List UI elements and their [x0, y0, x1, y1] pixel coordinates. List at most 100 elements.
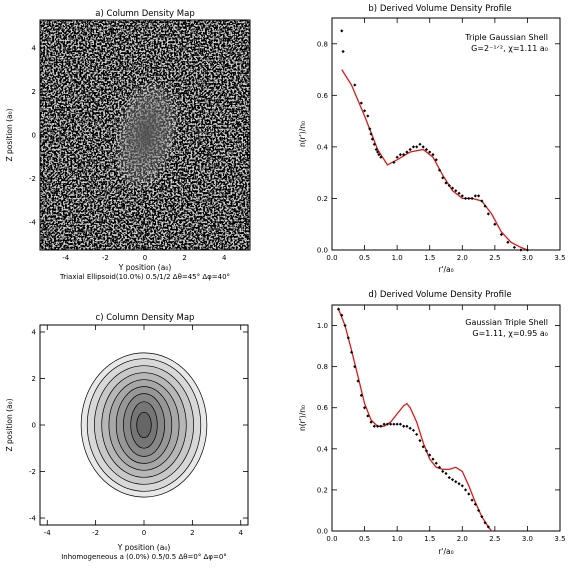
panel-b-data-point-23 — [421, 145, 425, 149]
panel-d-data-point-0 — [336, 307, 341, 311]
panel-b-data-point-40 — [476, 194, 481, 198]
panel-a-xtick-label-4: 4 — [222, 254, 227, 262]
panel-b-data-point-6 — [368, 127, 372, 131]
panel-a-ytick-label-1: -2 — [29, 175, 36, 183]
panel-b-annotation-model: Triple Gaussian Shell — [464, 33, 548, 42]
panel-b-data-point-8 — [370, 137, 374, 141]
panel-a-xtick-label-3: 2 — [182, 254, 186, 262]
panel-a-title: a) Column Density Map — [95, 9, 194, 19]
panel-d-xtick-label-3: 1.5 — [424, 535, 435, 543]
panel-b-data-point-13 — [379, 155, 383, 159]
panel-c-xtick-label-1: -2 — [92, 529, 99, 537]
panel-d-data-point-18 — [395, 422, 399, 426]
panel-b-ytick-label-0: 0.0 — [317, 247, 328, 255]
panel-d-data-point-26 — [421, 445, 425, 449]
panel-b-data-point-49 — [525, 248, 530, 252]
panel-d-data-point-21 — [405, 424, 409, 428]
panel-d-data-point-13 — [379, 424, 383, 428]
panel-c-xtick-label-3: 2 — [190, 529, 194, 537]
panel-b-xtick-label-1: 0.5 — [359, 254, 370, 262]
panel-b-data-point-42 — [483, 204, 487, 208]
panel-d-ytick-label-1: 0.2 — [317, 486, 328, 494]
panel-b-xlabel: r'/a₀ — [438, 265, 453, 274]
panel-b-data-point-36 — [463, 196, 468, 201]
panel-a-axis-ticks: -4 -2 0 2 4 -4 -2 0 2 4 — [29, 20, 250, 262]
panel-b-data-point-46 — [506, 240, 510, 244]
panel-d-title: d) Derived Volume Density Profile — [368, 290, 511, 300]
panel-a-xlabel: Y position (a₀) — [118, 263, 172, 272]
panel-d-data — [336, 307, 493, 532]
panel-b-xtick-label-5: 2.5 — [489, 254, 500, 262]
panel-b-data-point-24 — [424, 147, 429, 152]
panel-d-data-point-17 — [392, 422, 396, 426]
panel-d-data-point-38 — [460, 484, 464, 488]
panel-b-frame — [331, 17, 561, 251]
panel-a-density-core — [112, 77, 180, 193]
panel-b-data-point-5 — [366, 114, 370, 118]
panel-d-data-point-3 — [346, 336, 350, 340]
panel-b-ylabel: n(r')/n₀ — [298, 121, 307, 147]
panel-c-caption: Inhomogeneous a (0.0%) 0.5/0.5 Δθ=0° Δφ=… — [61, 553, 227, 561]
panel-d-data-point-16 — [389, 422, 393, 426]
panel-d-volume-density-profile: d) Derived Volume Density Profile 0.0 0.5… — [298, 290, 566, 556]
panel-b-axis-ticks: 0.0 0.5 1.0 1.5 2.0 2.5 3.0 3.5 0.0 0.2 0.4 0.6 0.8 — [317, 18, 566, 262]
panel-d-data-point-30 — [434, 461, 438, 465]
panel-d-data-point-20 — [402, 424, 406, 428]
panel-b-data-point-26 — [431, 153, 435, 157]
panel-b-ytick-label-1: 0.2 — [317, 195, 328, 203]
panel-a-column-density-map: a) Column Density Map -4 -2 0 2 4 -4 -2 0 2 4 Y p… — [5, 9, 251, 281]
panel-b-data-point-45 — [499, 232, 503, 237]
panel-b-data-point-12 — [377, 153, 381, 157]
panel-d-data-point-27 — [424, 449, 429, 453]
panel-d-data-point-33 — [444, 471, 448, 476]
panel-d-data-point-6 — [356, 379, 360, 383]
panel-a-ylabel: Z position (a₀) — [5, 108, 14, 161]
panel-b-data-point-21 — [415, 145, 419, 149]
panel-d-ytick-label-5: 1.0 — [317, 322, 328, 330]
panel-d-data-point-7 — [359, 393, 363, 397]
panel-b-data-point-34 — [457, 191, 461, 195]
panel-d-data-point-36 — [454, 480, 458, 484]
panel-a-ytick-label-0: -4 — [29, 218, 37, 226]
panel-b-data-point-11 — [376, 150, 380, 154]
panel-d-data-point-9 — [366, 414, 370, 418]
panel-b-data-point-17 — [402, 153, 406, 157]
panel-c-contours — [80, 352, 208, 498]
panel-d-xlabel: r'/a₀ — [438, 547, 453, 556]
panel-d-annotation-model: Gaussian Triple Shell — [465, 318, 548, 327]
panel-d-data-point-41 — [470, 498, 474, 502]
panel-d-xtick-label-7: 3.5 — [554, 535, 565, 543]
panel-b-data-point-28 — [437, 168, 442, 172]
panel-d-ytick-label-2: 0.4 — [317, 445, 329, 453]
panel-d-data-point-1 — [340, 313, 344, 317]
panel-b-data-point-48 — [519, 248, 523, 252]
panel-b-data-point-30 — [444, 181, 448, 185]
panel-d-data-point-29 — [431, 457, 435, 461]
panel-b-data-point-39 — [473, 194, 477, 198]
panel-b-data-point-33 — [454, 189, 458, 193]
panel-d-data-point-46 — [486, 525, 490, 529]
panel-d-data-point-43 — [476, 508, 481, 513]
panel-b-data-point-0 — [340, 29, 344, 33]
panel-b-data-point-31 — [447, 183, 451, 188]
panel-d-data-point-31 — [437, 465, 442, 469]
panel-b-data-point-10 — [374, 147, 378, 152]
panel-b-xtick-label-4: 2.0 — [457, 254, 468, 262]
panel-b-data-point-18 — [405, 150, 409, 154]
panel-b-xtick-label-6: 3.0 — [522, 254, 533, 262]
panel-d-data-point-39 — [463, 488, 468, 492]
panel-d-axis-ticks: 0.0 0.5 1.0 1.5 2.0 2.5 3.0 3.5 0.0 0.2 0.4 0.6 0.8 1… — [317, 305, 566, 543]
panel-a-xtick-label-0: -4 — [62, 254, 70, 262]
panel-c-ytick-label-4: 4 — [32, 328, 37, 336]
panel-b-data-point-14 — [392, 160, 396, 164]
panel-b-data-point-29 — [441, 176, 445, 180]
panel-d-data-point-19 — [398, 422, 402, 426]
panel-d-data-point-45 — [483, 521, 487, 525]
panel-d-ytick-label-0: 0.0 — [317, 528, 328, 536]
panel-c-xtick-label-2: 0 — [142, 529, 146, 537]
panel-d-xtick-label-0: 0.0 — [326, 535, 337, 543]
panel-d-xtick-label-1: 0.5 — [359, 535, 370, 543]
panel-c-xlabel: Y position (a₀) — [117, 543, 171, 552]
panel-b-data-point-41 — [480, 199, 484, 203]
panel-d-data-point-23 — [411, 428, 416, 432]
